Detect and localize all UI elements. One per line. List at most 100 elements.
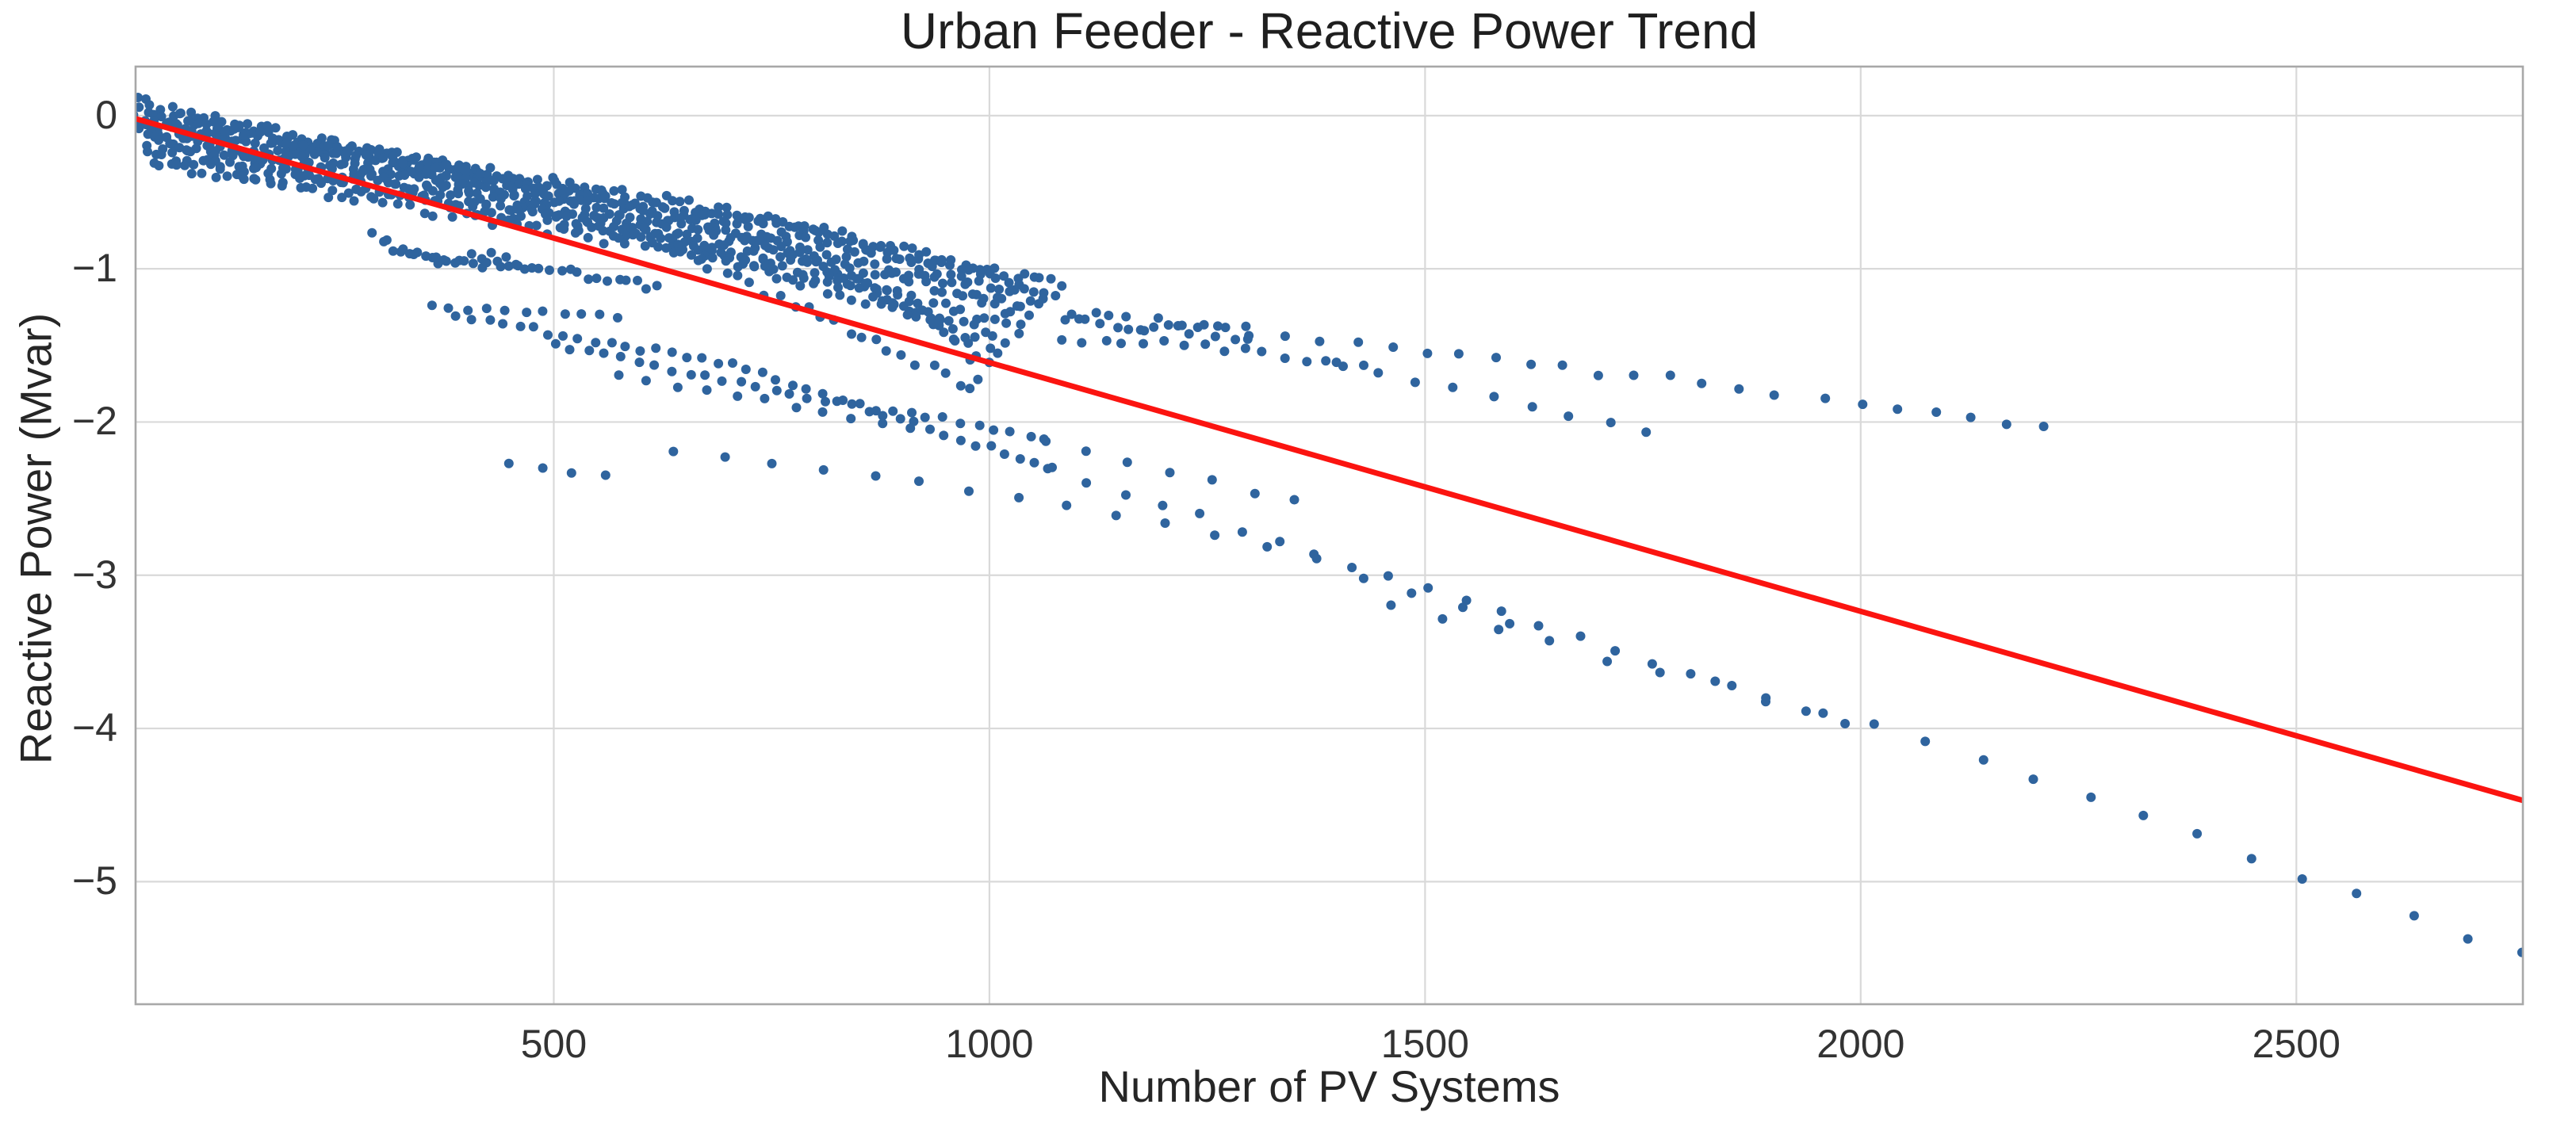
data-point — [904, 277, 914, 287]
data-point — [775, 252, 786, 262]
data-point — [1489, 392, 1499, 402]
data-point — [866, 248, 876, 258]
data-point — [1111, 510, 1121, 521]
data-point — [459, 256, 469, 266]
data-point — [1769, 390, 1779, 400]
data-point — [270, 123, 281, 133]
data-point — [421, 251, 431, 262]
data-point — [941, 298, 951, 308]
data-point — [1231, 334, 1241, 345]
data-point — [1060, 315, 1070, 325]
data-point — [675, 197, 685, 207]
data-point — [193, 118, 204, 128]
data-point — [802, 393, 812, 403]
data-point — [1869, 719, 1879, 729]
data-point — [356, 186, 366, 197]
data-point — [2463, 934, 2473, 944]
data-point — [899, 241, 909, 251]
data-point — [1080, 314, 1090, 324]
data-point — [958, 291, 968, 301]
data-point — [320, 153, 330, 162]
data-point — [1527, 402, 1537, 412]
data-point — [1840, 719, 1851, 728]
data-point — [1149, 322, 1159, 332]
data-point — [2192, 828, 2203, 839]
series-trio-row — [503, 458, 611, 480]
data-point — [938, 278, 947, 289]
data-point — [219, 150, 229, 160]
data-point — [1496, 606, 1506, 617]
series-cloud-trace-12 — [164, 116, 485, 178]
data-point — [171, 119, 182, 128]
data-point — [937, 412, 947, 422]
data-point — [757, 367, 767, 377]
data-point — [504, 204, 515, 215]
data-point — [634, 357, 645, 368]
data-point — [672, 382, 683, 392]
data-point — [955, 304, 966, 315]
data-point — [211, 172, 221, 182]
data-point — [1453, 349, 1464, 359]
data-point — [1347, 563, 1357, 572]
data-point — [913, 254, 924, 264]
data-point — [1564, 411, 1574, 422]
data-point — [1001, 318, 1012, 328]
data-point — [969, 319, 979, 330]
data-point — [198, 155, 209, 166]
data-point — [545, 265, 554, 275]
data-point — [826, 257, 836, 267]
data-point — [530, 189, 540, 199]
data-point — [1210, 530, 1220, 541]
data-point — [833, 282, 843, 292]
data-point — [830, 265, 840, 275]
data-point — [743, 221, 753, 231]
data-point — [661, 222, 672, 232]
data-point — [682, 353, 692, 363]
data-point — [516, 211, 526, 221]
data-point — [488, 192, 498, 202]
data-point — [1407, 588, 1417, 598]
data-point — [1422, 348, 1433, 358]
data-point — [960, 279, 970, 289]
data-point — [2138, 810, 2149, 820]
data-point — [929, 272, 940, 282]
data-point — [1016, 319, 1026, 330]
data-point — [963, 265, 974, 275]
data-point — [572, 267, 582, 277]
data-point — [1801, 706, 1811, 717]
data-point — [1038, 293, 1048, 304]
data-point — [453, 171, 463, 182]
data-point — [1858, 399, 1868, 410]
data-point — [894, 254, 905, 264]
series-branch-upper-dense — [1060, 308, 1253, 345]
data-point — [791, 403, 802, 413]
data-point — [676, 246, 685, 257]
data-point — [423, 156, 432, 166]
data-point — [327, 185, 338, 196]
data-point — [964, 486, 974, 496]
data-point — [1311, 553, 1322, 564]
data-point — [619, 239, 630, 249]
data-point — [1606, 418, 1616, 428]
data-point — [684, 195, 694, 205]
data-point — [1505, 618, 1515, 629]
data-point — [771, 385, 782, 396]
y-tick-label: −4 — [71, 705, 117, 751]
data-point — [309, 149, 320, 159]
data-point — [716, 247, 726, 258]
x-tick-label: 1500 — [1380, 1022, 1469, 1066]
data-point — [935, 315, 945, 325]
data-point — [987, 331, 997, 341]
data-point — [609, 185, 619, 196]
data-point — [599, 203, 609, 213]
data-point — [255, 127, 266, 137]
data-point — [1041, 436, 1051, 446]
data-point — [925, 424, 935, 434]
data-point — [846, 414, 856, 424]
series-cloud-bulge-2 — [388, 244, 530, 274]
data-point — [795, 281, 806, 291]
data-point — [1647, 659, 1657, 669]
data-point — [668, 196, 678, 206]
data-point — [1213, 321, 1223, 331]
data-point — [733, 270, 743, 281]
